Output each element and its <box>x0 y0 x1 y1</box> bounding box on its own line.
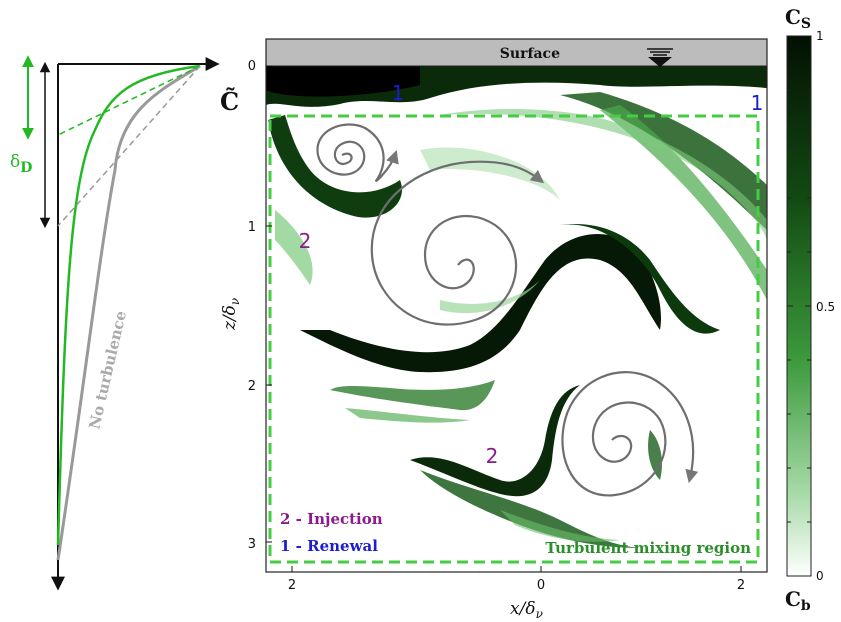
injection-marker-left: 2 <box>299 229 312 253</box>
svg-text:z/δν: z/δν <box>220 298 242 331</box>
mixing-region-label: Turbulent mixing region <box>545 539 751 557</box>
injection-marker-bottom: 2 <box>486 444 499 468</box>
y-tick-2: 2 <box>248 379 256 394</box>
green-tangent-line <box>57 65 201 136</box>
colorbar-top-subscript: S <box>801 16 811 32</box>
turbulent-mixing-region-box <box>268 114 760 564</box>
x-axis-label: x/δ <box>510 599 536 619</box>
y-axis-label: z/δ <box>220 305 240 331</box>
grey-tangent-line <box>57 65 201 227</box>
y-axis-subscript: ν <box>228 298 242 305</box>
renewal-marker-top: 1 <box>392 81 405 105</box>
surface-marker-icon <box>647 48 673 67</box>
no-turbulence-curve <box>56 64 201 561</box>
y-axis: 0 1 2 3 <box>248 59 272 552</box>
eddy-arrow-top-left <box>316 123 399 182</box>
y-tick-1: 1 <box>248 220 256 235</box>
legend-injection: 2 - Injection <box>280 510 383 528</box>
eddy-arrow-bottom-right <box>561 371 699 497</box>
y-tick-0: 0 <box>248 59 256 74</box>
renewal-marker-right: 1 <box>751 91 764 115</box>
colorbar-top-label: C <box>785 5 801 29</box>
x-axis-subscript: ν <box>536 607 543 621</box>
concentration-field <box>266 66 767 548</box>
y-tick-3: 3 <box>248 537 256 552</box>
colorbar-minor-ticks <box>787 89 811 523</box>
concentration-field-plot: Surface 1 1 2 2 2 - Injection 1 - Renewa… <box>220 38 768 621</box>
x-tick-left: 2 <box>288 578 296 593</box>
colorbar-tick-mid: 0.5 <box>816 300 835 314</box>
colorbar-tick-min: 0 <box>816 569 824 583</box>
svg-text:x/δν: x/δν <box>510 599 543 621</box>
turbulent-curve <box>56 64 201 546</box>
colorbar-bottom-label: C <box>785 587 801 611</box>
svg-text:δD: δD <box>10 152 32 176</box>
x-axis: 2 0 2 <box>288 566 745 593</box>
eddy-arrow-center <box>370 160 545 326</box>
plot-frame <box>265 38 768 573</box>
eddy-arrows <box>316 123 699 497</box>
delta-label: δ <box>10 152 20 172</box>
surface-label: Surface <box>500 46 560 62</box>
colorbar-tick-max: 1 <box>816 29 824 43</box>
colorbar: 1 0.5 0 CS Cb <box>785 5 835 614</box>
colorbar-bottom-subscript: b <box>801 598 811 614</box>
delta-subscript: D <box>20 160 32 176</box>
x-tick-right: 2 <box>737 578 745 593</box>
x-tick-center: 0 <box>537 578 545 593</box>
svg-text:CS: CS <box>785 5 811 32</box>
legend-renewal: 1 - Renewal <box>280 537 378 555</box>
concentration-profile: C̃ δD No turbulence <box>10 55 239 591</box>
concentration-label: C̃ <box>220 87 239 116</box>
svg-text:Cb: Cb <box>785 587 811 614</box>
